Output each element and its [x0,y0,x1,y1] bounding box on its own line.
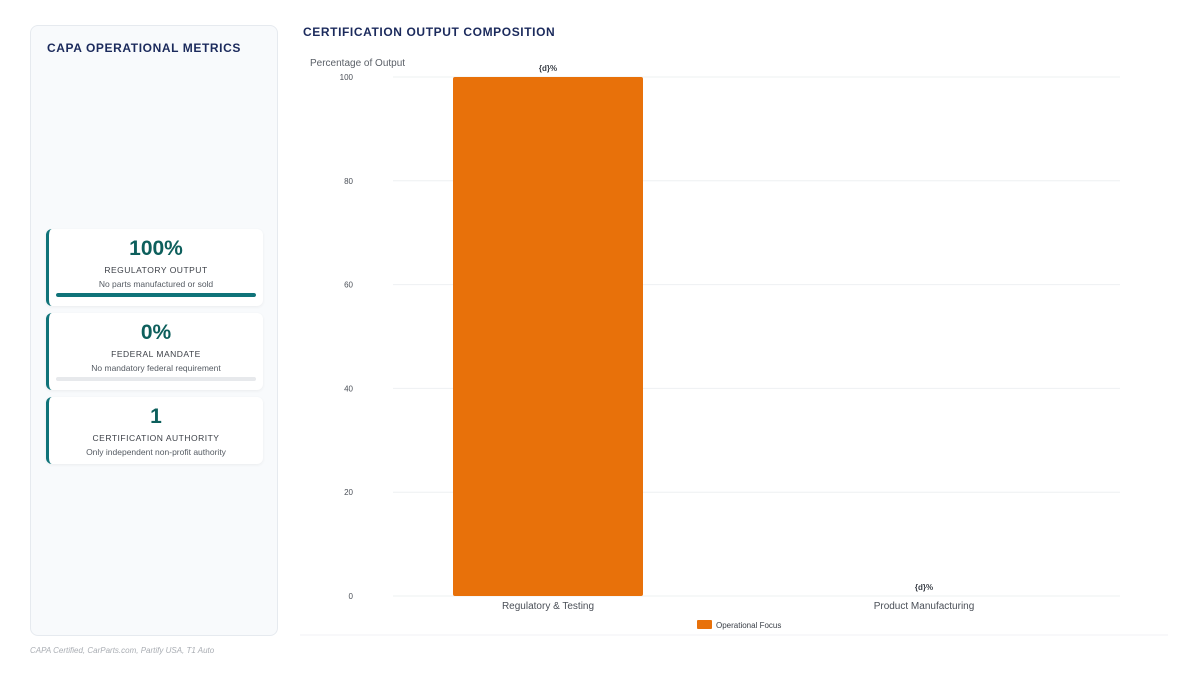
metric-value: 1 [150,405,162,428]
metrics-panel: CAPA OPERATIONAL METRICS 100% REGULATORY… [30,25,278,636]
metric-description: Only independent non-profit authority [86,447,226,457]
bar-chart: Percentage of Output 0 20 40 60 80 100 {d}% Regu… [300,58,1168,636]
y-tick-label: 60 [344,281,353,290]
source-footnote: CAPA Certified, CarParts.com, Partify US… [30,646,215,655]
metric-card-certification-authority: 1 CERTIFICATION AUTHORITY Only independe… [46,397,263,464]
x-tick-label: Regulatory & Testing [502,601,594,612]
data-label: {d}% [539,64,557,73]
data-label: {d}% [915,583,933,592]
metric-label: CERTIFICATION AUTHORITY [92,433,220,443]
y-tick-label: 0 [349,592,354,601]
metric-progress-fill [56,293,256,297]
metric-card-federal-mandate: 0% FEDERAL MANDATE No mandatory federal … [46,313,263,390]
y-tick-label: 20 [344,488,353,497]
metric-value: 0% [140,321,172,344]
x-tick-label: Product Manufacturing [874,601,975,612]
bar [453,77,643,596]
metric-value: 100% [129,237,183,260]
metric-description: No parts manufactured or sold [98,279,214,289]
legend-swatch [697,620,712,629]
metric-description: No mandatory federal requirement [91,363,221,373]
legend-label: Operational Focus [716,621,781,630]
y-tick-label: 100 [340,73,354,82]
chart-title: CERTIFICATION OUTPUT COMPOSITION [303,25,556,39]
metric-progress-bar [56,293,256,297]
metric-card-regulatory-output: 100% REGULATORY OUTPUT No parts manufact… [46,229,263,306]
metrics-panel-title: CAPA OPERATIONAL METRICS [47,41,241,55]
y-axis-title: Percentage of Output [310,58,405,69]
metric-progress-bar [56,377,256,381]
y-tick-label: 80 [344,177,353,186]
y-tick-label: 40 [344,384,353,393]
metric-label: REGULATORY OUTPUT [104,265,208,275]
metric-label: FEDERAL MANDATE [111,349,201,359]
